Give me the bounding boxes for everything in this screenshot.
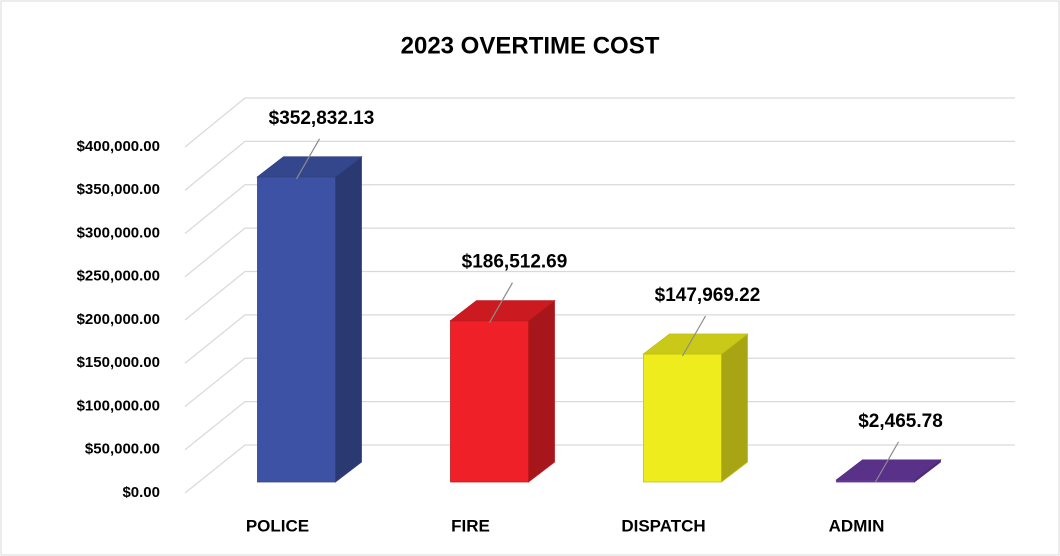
bar <box>256 155 363 483</box>
y-tick-label: $250,000.00 <box>77 268 160 285</box>
y-tick-label: $0.00 <box>122 484 160 501</box>
bar-top <box>449 300 556 322</box>
bar <box>449 299 556 483</box>
leader-line <box>488 282 514 323</box>
x-tick-label: FIRE <box>451 516 490 535</box>
value-label: $186,512.69 <box>462 252 568 273</box>
leader-line <box>295 138 321 180</box>
y-tick-label: $150,000.00 <box>77 354 160 371</box>
grid-line <box>184 140 1015 191</box>
value-label: $352,832.13 <box>269 108 375 129</box>
bar <box>642 333 749 483</box>
grid-line <box>184 401 1015 451</box>
y-tick-label: $200,000.00 <box>77 311 160 328</box>
grid-line <box>184 97 1015 148</box>
x-tick-label: POLICE <box>246 516 309 535</box>
y-tick-label: $400,000.00 <box>77 138 160 155</box>
bar-side <box>528 299 555 483</box>
x-tick-label: DISPATCH <box>621 516 705 535</box>
y-tick-label: $350,000.00 <box>77 181 160 198</box>
y-tick-label: $50,000.00 <box>85 441 160 458</box>
y-tick-label: $300,000.00 <box>77 224 160 241</box>
grid-line <box>184 184 1015 234</box>
bar-side <box>721 333 748 483</box>
x-tick-label: ADMIN <box>829 516 885 535</box>
grid-line <box>184 314 1015 364</box>
value-label: $147,969.22 <box>655 285 761 306</box>
y-tick-label: $100,000.00 <box>77 397 160 414</box>
bar-top <box>835 459 942 481</box>
value-label: $2,465.78 <box>858 411 943 432</box>
grid-line <box>184 357 1015 407</box>
grid-line <box>184 444 1015 494</box>
grid-line <box>184 227 1015 278</box>
bar-top <box>256 156 363 178</box>
leader-line <box>681 315 707 357</box>
bar-front <box>257 176 336 483</box>
leader-line <box>874 441 900 483</box>
chart-title: 2023 OVERTIME COST <box>401 32 660 59</box>
grid-line <box>184 270 1015 321</box>
bar-top <box>642 333 749 355</box>
bar-side <box>335 155 362 483</box>
bar-front <box>450 320 529 483</box>
bar-front <box>643 353 722 483</box>
